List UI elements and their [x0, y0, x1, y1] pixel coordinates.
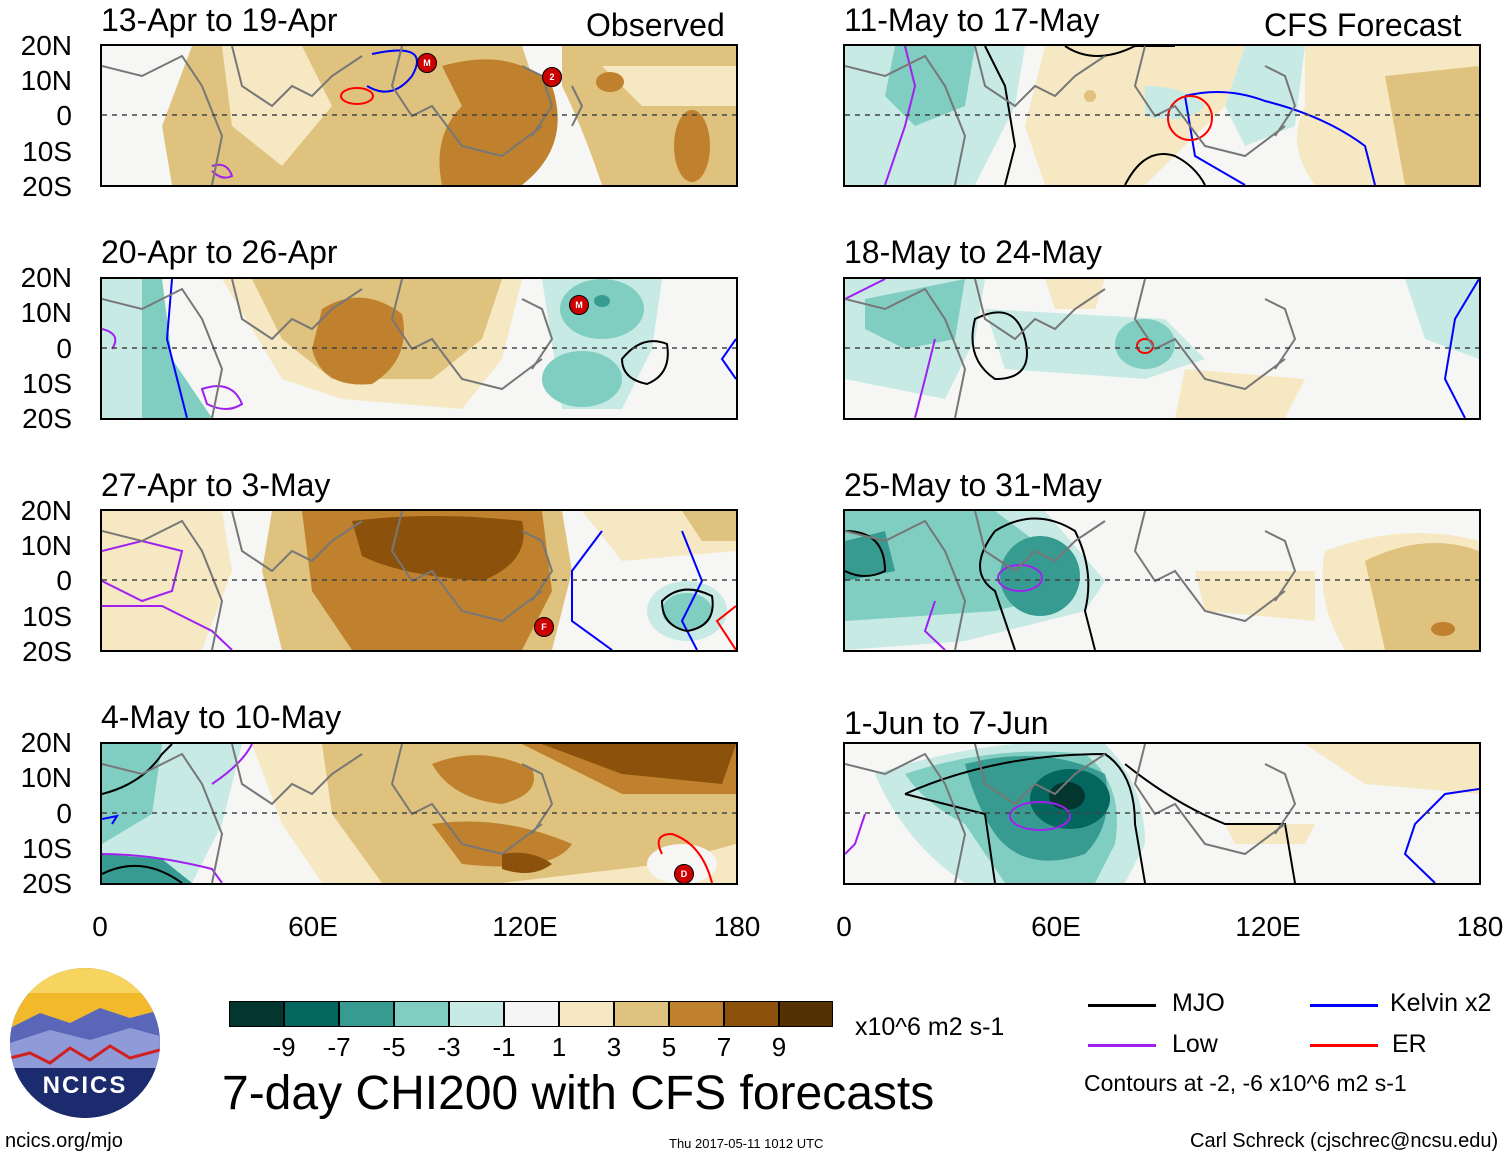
panel-title: 1-Jun to 7-Jun [844, 705, 1049, 741]
panel-title: 4-May to 10-May [101, 699, 342, 735]
colorbar-label: -5 [382, 1032, 406, 1062]
legend-mjo-line [1088, 1004, 1156, 1007]
logo-text: NCICS [42, 1072, 128, 1099]
colorbar-swatch [284, 1001, 339, 1027]
colorbar-swatch [669, 1001, 724, 1027]
colorbar-label: -9 [272, 1032, 296, 1062]
lat-label: 20S [22, 171, 72, 202]
footer-url[interactable]: ncics.org/mjo [5, 1130, 123, 1152]
map-panel-observed-3: F [100, 509, 738, 652]
lon-label: 0 [92, 911, 108, 942]
storm-icon: F [534, 617, 554, 637]
lat-label: 10S [22, 601, 72, 632]
colorbar-swatch [394, 1001, 449, 1027]
map-panel-forecast-4 [843, 742, 1481, 885]
colorbar-swatch [504, 1001, 559, 1027]
panel-title: 20-Apr to 26-Apr [101, 234, 338, 270]
lat-label: 10N [20, 297, 72, 328]
storm-icon: D [674, 864, 694, 883]
lat-label: 20N [20, 727, 72, 758]
colorbar-swatch [229, 1001, 284, 1027]
lon-label: 180 [713, 911, 761, 942]
colorbar-label: 5 [661, 1032, 677, 1062]
lat-label: 20N [20, 262, 72, 293]
lon-label: 0 [836, 911, 852, 942]
panel-title: 18-May to 24-May [844, 234, 1102, 270]
forecast-header: CFS Forecast [1264, 7, 1462, 43]
lat-label: 20S [22, 403, 72, 434]
legend-mjo-label: MJO [1172, 989, 1225, 1017]
map-panel-observed-1: M 2 [100, 44, 738, 187]
main-title: 7-day CHI200 with CFS forecasts [222, 1067, 935, 1120]
map-panel-forecast-3 [843, 509, 1481, 652]
colorbar-units: x10^6 m2 s-1 [855, 1013, 1005, 1041]
lon-label: 120E [492, 911, 558, 942]
panel-title: 25-May to 31-May [844, 467, 1102, 503]
lon-label: 180 [1456, 911, 1504, 942]
map-panel-observed-4: D [100, 742, 738, 885]
colorbar-label: -1 [492, 1032, 516, 1062]
lat-label: 10N [20, 762, 72, 793]
panel-title: 13-Apr to 19-Apr [101, 2, 338, 38]
colorbar-swatch [449, 1001, 504, 1027]
colorbar-label: 1 [551, 1032, 567, 1062]
lat-label: 20N [20, 495, 72, 526]
legend-kelvin-label: Kelvin x2 [1390, 989, 1492, 1017]
map-panel-observed-2: M [100, 277, 738, 420]
storm-icon: M [569, 295, 589, 315]
lat-label: 10S [22, 833, 72, 864]
legend-kelvin-line [1310, 1004, 1378, 1007]
footer-author: Carl Schreck (cjschrec@ncsu.edu) [1190, 1130, 1499, 1152]
lat-label: 0 [56, 333, 72, 364]
lat-label: 10N [20, 65, 72, 96]
colorbar-swatch [779, 1001, 833, 1027]
legend-er-label: ER [1392, 1030, 1427, 1058]
observed-header: Observed [586, 7, 725, 43]
footer-timestamp: Thu 2017-05-11 1012 UTC [669, 1136, 824, 1151]
lat-label: 0 [56, 798, 72, 829]
lat-label: 0 [56, 100, 72, 131]
colorbar-label: 3 [606, 1032, 622, 1062]
legend-er-line [1310, 1044, 1378, 1047]
colorbar-label: 7 [716, 1032, 732, 1062]
map-panel-forecast-1 [843, 44, 1481, 187]
lat-label: 0 [56, 565, 72, 596]
lat-label: 10S [22, 136, 72, 167]
lon-label: 120E [1235, 911, 1301, 942]
lat-label: 20S [22, 868, 72, 899]
legend-low-line [1088, 1044, 1156, 1047]
lon-label: 60E [1031, 911, 1081, 942]
lat-label: 20N [20, 30, 72, 61]
panel-title: 27-Apr to 3-May [101, 467, 331, 503]
colorbar-swatch [339, 1001, 394, 1027]
legend-contour-note: Contours at -2, -6 x10^6 m2 s-1 [1084, 1070, 1407, 1096]
lat-label: 20S [22, 636, 72, 667]
ncics-logo: NCICS [10, 968, 160, 1118]
legend-low-label: Low [1172, 1030, 1218, 1058]
colorbar-label: 9 [771, 1032, 787, 1062]
colorbar [229, 1001, 833, 1027]
lon-label: 60E [288, 911, 338, 942]
map-panel-forecast-2 [843, 277, 1481, 420]
panel-title: 11-May to 17-May [844, 2, 1100, 38]
colorbar-label: -7 [327, 1032, 351, 1062]
colorbar-swatch [724, 1001, 779, 1027]
lat-label: 10N [20, 530, 72, 561]
colorbar-swatch [559, 1001, 614, 1027]
colorbar-swatch [614, 1001, 669, 1027]
storm-icon: M [417, 53, 437, 73]
lat-label: 10S [22, 368, 72, 399]
colorbar-label: -3 [437, 1032, 461, 1062]
storm-icon: 2 [542, 67, 562, 87]
